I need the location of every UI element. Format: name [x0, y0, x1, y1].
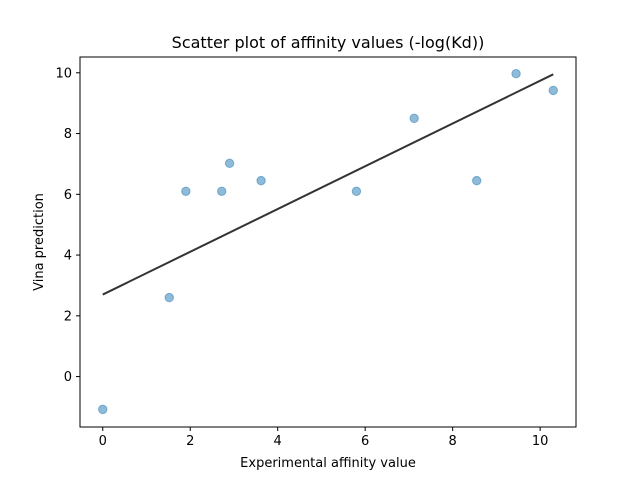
y-tick-label: 10 [55, 66, 72, 81]
data-point [256, 175, 266, 186]
x-axis-ticks: 0 2 4 6 8 10 [99, 427, 549, 449]
y-axis-ticks: 0 2 4 6 8 10 [55, 66, 80, 385]
data-point [548, 85, 558, 96]
x-axis-label: Experimental affinity value [240, 456, 416, 471]
data-point [217, 186, 227, 196]
plot-area [98, 69, 558, 415]
x-tick-label: 8 [449, 434, 457, 449]
data-point [409, 113, 419, 124]
x-tick-label: 2 [186, 434, 194, 449]
y-axis-label: Vina prediction [32, 193, 47, 291]
regression-line [102, 73, 554, 296]
x-tick-label: 0 [99, 434, 107, 449]
data-point [224, 158, 235, 169]
data-point [351, 186, 362, 196]
y-tick-label: 6 [64, 188, 72, 203]
y-tick-label: 0 [64, 370, 72, 385]
chart-title: Scatter plot of affinity values (-log(Kd… [172, 33, 485, 52]
axes-frame [79, 56, 577, 428]
x-tick-label: 4 [274, 434, 282, 449]
x-tick-label: 6 [361, 434, 369, 449]
y-tick-label: 4 [64, 249, 72, 264]
data-point [98, 404, 108, 415]
data-point [181, 186, 191, 196]
data-point [511, 69, 521, 79]
data-point [472, 175, 482, 186]
x-tick-label: 10 [532, 434, 549, 449]
y-tick-label: 2 [64, 309, 72, 324]
data-point [164, 292, 174, 303]
y-tick-label: 8 [64, 127, 72, 142]
